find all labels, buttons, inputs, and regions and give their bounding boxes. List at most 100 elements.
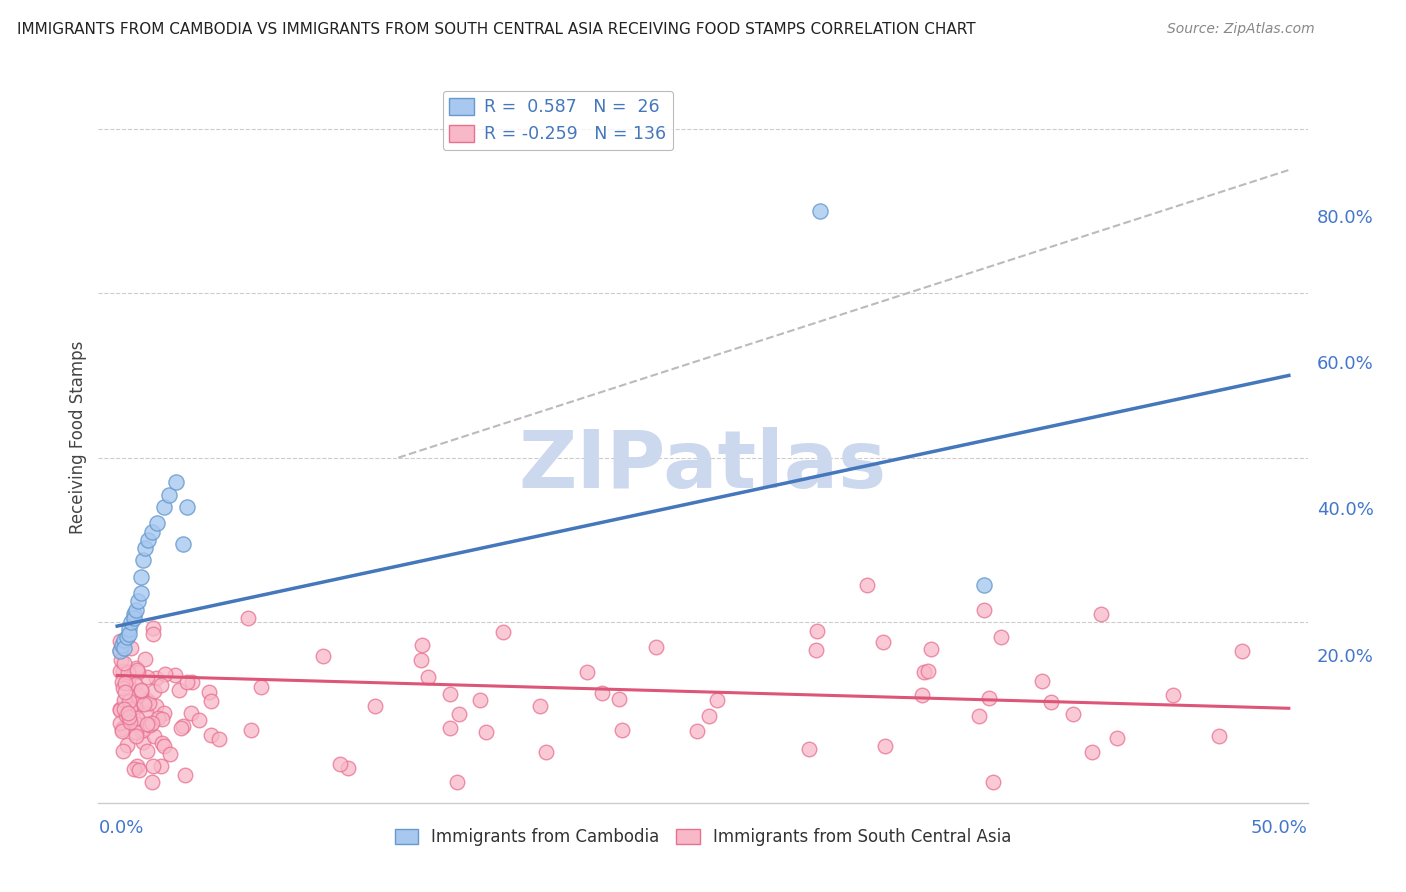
Point: [236, 611, 259, 625]
Text: 80.0%: 80.0%: [1317, 209, 1374, 227]
Text: 60.0%: 60.0%: [1317, 355, 1374, 373]
Text: IMMIGRANTS FROM CAMBODIA VS IMMIGRANTS FROM SOUTH CENTRAL ASIA RECEIVING FOOD ST: IMMIGRANTS FROM CAMBODIA VS IMMIGRANTS F…: [17, 22, 976, 37]
Point: [108, 703, 131, 717]
Point: [135, 706, 157, 720]
Point: [446, 775, 468, 789]
Point: [124, 676, 146, 690]
Point: [911, 688, 934, 702]
Point: [312, 648, 335, 663]
Point: [180, 706, 202, 721]
Point: [117, 706, 139, 720]
Point: [111, 638, 134, 652]
Point: [111, 744, 134, 758]
Point: [132, 698, 155, 712]
Point: [125, 711, 148, 725]
Point: [152, 736, 174, 750]
Point: [145, 671, 167, 685]
Point: [973, 578, 995, 592]
Point: [180, 674, 202, 689]
Point: [439, 687, 461, 701]
Point: [806, 642, 828, 657]
Point: [125, 725, 148, 739]
Point: [416, 670, 439, 684]
Point: [176, 500, 198, 514]
Point: [612, 723, 634, 738]
Point: [159, 747, 181, 761]
Point: [112, 693, 135, 707]
Point: [856, 578, 879, 592]
Point: [111, 723, 134, 738]
Point: [686, 724, 709, 739]
Point: [150, 713, 173, 727]
Point: [118, 694, 141, 708]
Point: [114, 676, 136, 690]
Point: [134, 541, 156, 555]
Point: [153, 739, 176, 753]
Point: [1161, 688, 1184, 702]
Point: [1107, 731, 1129, 745]
Point: [1031, 674, 1053, 689]
Point: [118, 627, 141, 641]
Point: [1090, 607, 1112, 621]
Point: [576, 665, 599, 679]
Point: [108, 644, 131, 658]
Point: [200, 728, 222, 742]
Point: [129, 682, 152, 697]
Point: [125, 759, 148, 773]
Point: [141, 524, 163, 539]
Point: [644, 640, 666, 654]
Point: [114, 685, 136, 699]
Point: [468, 693, 491, 707]
Point: [125, 729, 148, 743]
Point: [120, 615, 142, 629]
Point: [112, 641, 135, 656]
Point: [411, 638, 433, 652]
Point: [135, 716, 157, 731]
Point: [174, 768, 197, 782]
Point: [148, 711, 170, 725]
Text: 50.0%: 50.0%: [1251, 819, 1308, 838]
Point: [125, 716, 148, 731]
Point: [973, 602, 995, 616]
Point: [146, 516, 169, 531]
Point: [165, 475, 187, 490]
Point: [492, 624, 515, 639]
Point: [239, 723, 262, 738]
Point: [153, 706, 176, 721]
Point: [141, 715, 163, 730]
Point: [176, 674, 198, 689]
Point: [142, 759, 165, 773]
Point: [134, 652, 156, 666]
Point: [1230, 644, 1253, 658]
Point: [197, 685, 219, 699]
Text: 40.0%: 40.0%: [1317, 501, 1374, 519]
Point: [142, 621, 165, 635]
Point: [115, 738, 138, 752]
Point: [150, 678, 173, 692]
Point: [153, 500, 176, 514]
Text: Source: ZipAtlas.com: Source: ZipAtlas.com: [1167, 22, 1315, 37]
Point: [1208, 729, 1230, 743]
Point: [129, 586, 152, 600]
Point: [141, 775, 163, 789]
Point: [981, 775, 1004, 789]
Point: [124, 700, 146, 714]
Point: [150, 759, 173, 773]
Point: [250, 680, 273, 694]
Point: [139, 717, 162, 731]
Point: [142, 729, 165, 743]
Point: [128, 764, 150, 778]
Point: [110, 653, 132, 667]
Point: [111, 675, 134, 690]
Point: [112, 633, 135, 648]
Point: [990, 630, 1012, 644]
Y-axis label: Receiving Food Stamps: Receiving Food Stamps: [69, 341, 87, 533]
Point: [977, 690, 1000, 705]
Point: [120, 702, 142, 716]
Point: [118, 622, 141, 636]
Point: [136, 670, 159, 684]
Legend: Immigrants from Cambodia, Immigrants from South Central Asia: Immigrants from Cambodia, Immigrants fro…: [388, 822, 1018, 853]
Point: [157, 487, 180, 501]
Point: [145, 699, 167, 714]
Point: [167, 682, 190, 697]
